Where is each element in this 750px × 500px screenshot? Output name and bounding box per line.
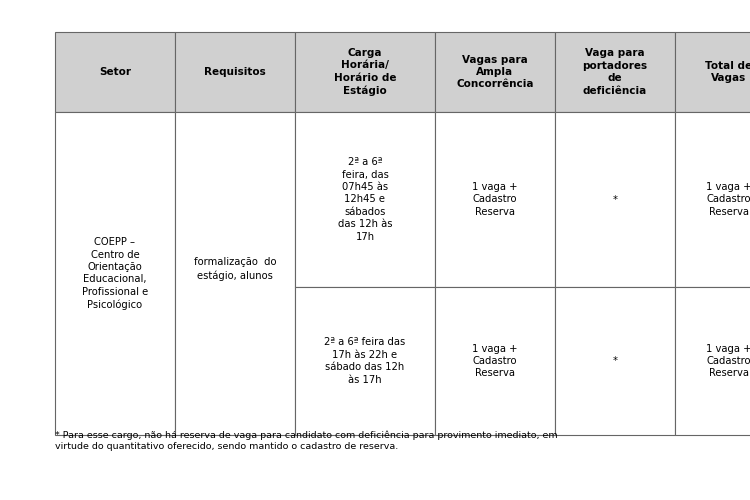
Bar xyxy=(295,32,435,112)
Bar xyxy=(295,112,435,287)
Text: *: * xyxy=(613,194,617,204)
Bar xyxy=(555,32,675,112)
Text: * Para esse cargo, não há reserva de vaga para candidato com deficiência para pr: * Para esse cargo, não há reserva de vag… xyxy=(55,430,557,452)
Bar xyxy=(175,112,295,435)
Text: 1 vaga +
Cadastro
Reserva: 1 vaga + Cadastro Reserva xyxy=(472,344,518,378)
Bar xyxy=(55,32,175,112)
Text: Carga
Horária/
Horário de
Estágio: Carga Horária/ Horário de Estágio xyxy=(334,48,396,96)
Bar xyxy=(435,32,555,112)
Text: 1 vaga +
Cadastro
Reserva: 1 vaga + Cadastro Reserva xyxy=(706,182,750,217)
Text: Requisitos: Requisitos xyxy=(204,67,266,77)
Bar xyxy=(675,112,750,287)
Text: Vaga para
portadores
de
deficiência: Vaga para portadores de deficiência xyxy=(583,48,647,96)
Bar xyxy=(55,112,175,435)
Bar xyxy=(555,287,675,435)
Text: 1 vaga +
Cadastro
Reserva: 1 vaga + Cadastro Reserva xyxy=(706,344,750,378)
Bar xyxy=(435,112,555,287)
Bar xyxy=(555,112,675,287)
Bar xyxy=(435,287,555,435)
Text: Vagas para
Ampla
Concorrência: Vagas para Ampla Concorrência xyxy=(456,54,534,90)
Bar xyxy=(175,32,295,112)
Text: Total de
Vagas: Total de Vagas xyxy=(706,61,750,83)
Text: COEPP –
Centro de
Orientação
Educacional,
Profissional e
Psicológico: COEPP – Centro de Orientação Educacional… xyxy=(82,237,148,310)
Text: 1 vaga +
Cadastro
Reserva: 1 vaga + Cadastro Reserva xyxy=(472,182,518,217)
Text: Setor: Setor xyxy=(99,67,131,77)
Bar xyxy=(675,32,750,112)
Text: 2ª a 6ª feira das
17h às 22h e
sábado das 12h
às 17h: 2ª a 6ª feira das 17h às 22h e sábado da… xyxy=(324,338,406,384)
Text: *: * xyxy=(613,356,617,366)
Bar xyxy=(675,287,750,435)
Text: formalização  do
estágio, alunos: formalização do estágio, alunos xyxy=(194,258,276,280)
Text: 2ª a 6ª
feira, das
07h45 às
12h45 e
sábados
das 12h às
17h: 2ª a 6ª feira, das 07h45 às 12h45 e sába… xyxy=(338,158,392,242)
Bar xyxy=(295,287,435,435)
